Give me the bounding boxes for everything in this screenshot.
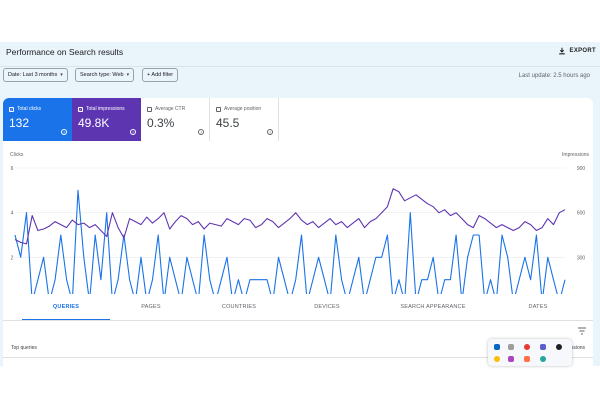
help-icon[interactable]: ? bbox=[267, 129, 273, 135]
cloud-icon[interactable] bbox=[508, 344, 514, 350]
column-header-top-queries[interactable]: Top queries bbox=[11, 345, 37, 351]
opera-icon[interactable] bbox=[524, 344, 530, 350]
metric-card-impressions[interactable]: ✓ Total impressions 49.8K ? bbox=[72, 98, 141, 141]
metric-value: 45.5 bbox=[216, 116, 240, 130]
taskbar-tray-overlay bbox=[488, 339, 572, 366]
metric-label: Average position bbox=[224, 106, 262, 112]
metric-card-position[interactable]: Average position 45.5 ? bbox=[210, 98, 279, 141]
export-button[interactable]: EXPORT bbox=[558, 47, 596, 55]
impressions-series-line bbox=[14, 188, 566, 245]
chrome-icon[interactable] bbox=[494, 356, 500, 362]
page-title: Performance on Search results bbox=[6, 47, 124, 57]
table-header-divider bbox=[3, 357, 593, 358]
tab-pages[interactable]: PAGES bbox=[141, 304, 161, 310]
last-update-text: Last update: 2.5 hours ago bbox=[518, 73, 590, 79]
filter-rows-icon[interactable] bbox=[577, 327, 587, 335]
left-tick-label: 2 bbox=[11, 255, 14, 261]
export-label: EXPORT bbox=[569, 48, 596, 54]
metric-label: Total clicks bbox=[17, 106, 42, 112]
right-axis-title: Impressions bbox=[562, 152, 589, 158]
add-filter-button[interactable]: + Add filter bbox=[142, 68, 179, 82]
filter-toolbar bbox=[0, 66, 600, 84]
left-tick-label: 6 bbox=[11, 166, 14, 172]
right-tick-label: 600 bbox=[577, 211, 586, 217]
active-tab-indicator bbox=[22, 319, 110, 321]
metric-value: 132 bbox=[9, 116, 30, 130]
teams-icon[interactable] bbox=[540, 344, 546, 350]
metric-card-clicks[interactable]: ✓ Total clicks 132 ? bbox=[3, 98, 72, 141]
add-filter-label: + Add filter bbox=[147, 72, 174, 78]
checkbox-unchecked-icon bbox=[147, 106, 152, 112]
metric-value: 49.8K bbox=[78, 116, 110, 130]
performance-panel: ✓ Total clicks 132 ? ✓ Total impressions 4… bbox=[3, 98, 593, 324]
right-tick-label: 900 bbox=[577, 166, 586, 172]
app-icon[interactable] bbox=[524, 356, 530, 362]
metric-label: Total impressions bbox=[86, 106, 125, 112]
search-console-app: Performance on Search results EXPORT Dat… bbox=[0, 42, 600, 366]
date-filter-chip[interactable]: Date: Last 3 months ▾ bbox=[3, 68, 68, 82]
search-type-label: Search type: Web bbox=[80, 72, 124, 78]
clicks-series-line bbox=[14, 189, 566, 303]
date-filter-label: Date: Last 3 months bbox=[8, 72, 58, 78]
metric-label: Average CTR bbox=[155, 106, 186, 112]
caret-down-icon: ▾ bbox=[126, 72, 130, 78]
checkbox-checked-icon: ✓ bbox=[9, 106, 14, 112]
help-icon[interactable]: ? bbox=[198, 129, 204, 135]
linkedin-icon[interactable] bbox=[494, 344, 500, 350]
tab-queries[interactable]: QUERIES bbox=[52, 304, 80, 310]
chat-icon[interactable] bbox=[556, 344, 562, 350]
pen-icon[interactable] bbox=[508, 356, 514, 362]
left-tick-label: 4 bbox=[11, 211, 14, 217]
header: Performance on Search results EXPORT bbox=[0, 42, 600, 62]
right-tick-label: 300 bbox=[577, 255, 586, 261]
metric-card-ctr[interactable]: Average CTR 0.3% ? bbox=[141, 98, 210, 141]
edge-icon[interactable] bbox=[540, 356, 546, 362]
checkbox-unchecked-icon bbox=[216, 106, 221, 112]
help-icon[interactable]: ? bbox=[61, 129, 67, 135]
checkbox-checked-icon: ✓ bbox=[78, 106, 83, 112]
tab-dates[interactable]: DATES bbox=[528, 304, 548, 310]
caret-down-icon: ▾ bbox=[60, 72, 63, 78]
tab-divider bbox=[3, 320, 593, 321]
tab-countries[interactable]: COUNTRIES bbox=[221, 304, 257, 310]
help-icon[interactable]: ? bbox=[130, 129, 136, 135]
download-icon bbox=[558, 47, 565, 55]
tab-search-appearance[interactable]: SEARCH APPEARANCE bbox=[400, 304, 466, 310]
left-axis-title: Clicks bbox=[10, 152, 24, 158]
metric-value: 0.3% bbox=[147, 116, 175, 130]
tab-devices[interactable]: DEVICES bbox=[314, 304, 340, 310]
search-type-chip[interactable]: Search type: Web ▾ bbox=[75, 68, 135, 82]
